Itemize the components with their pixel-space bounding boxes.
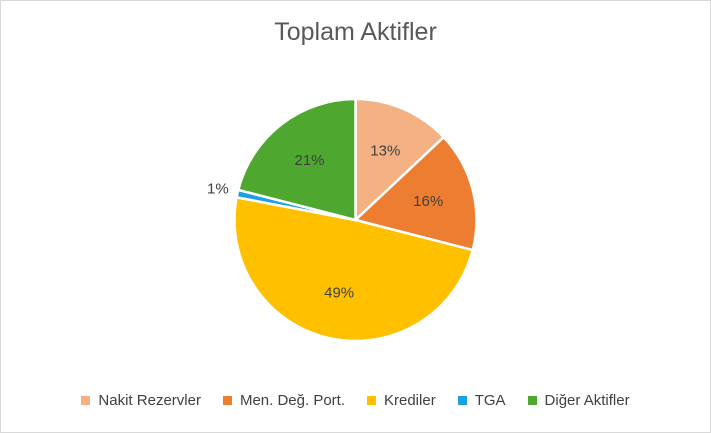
legend-swatch-krediler <box>367 396 376 405</box>
data-label-tga: 1% <box>207 181 229 198</box>
legend-item-tga: TGA <box>457 392 506 409</box>
pie-slice-krediler <box>233 196 474 343</box>
legend-item-diger-aktifler: Diğer Aktifler <box>527 392 630 409</box>
legend-item-nakit-rezervler: Nakit Rezervler <box>81 392 201 409</box>
legend-label-nakit-rezervler: Nakit Rezervler <box>98 392 201 409</box>
pie-slice-men-deg-port <box>354 135 478 252</box>
pie-slice-nakit-rezervler <box>354 97 445 222</box>
legend: Nakit Rezervler Men. Değ. Port. Krediler… <box>0 392 711 409</box>
data-label-diger-aktifler: 21% <box>295 152 325 169</box>
chart-title: Toplam Aktifler <box>274 18 437 46</box>
legend-label-men-deg-port: Men. Değ. Port. <box>239 392 345 409</box>
legend-swatch-nakit-rezervler <box>81 396 91 405</box>
legend-swatch-men-deg-port <box>222 396 232 405</box>
legend-item-krediler: Krediler <box>367 392 436 409</box>
data-label-men-deg-port: 16% <box>413 193 443 210</box>
data-label-nakit-rezervler: 13% <box>370 143 400 160</box>
legend-swatch-tga <box>457 396 467 405</box>
legend-label-krediler: Krediler <box>384 392 436 409</box>
pie-slice-diger-aktifler <box>237 97 357 222</box>
legend-label-diger-aktifler: Diğer Aktifler <box>544 392 630 409</box>
legend-label-tga: TGA <box>474 392 506 409</box>
legend-swatch-diger-aktifler <box>527 396 537 405</box>
legend-item-men-deg-port: Men. Değ. Port. <box>222 392 345 409</box>
data-label-krediler: 49% <box>324 285 354 302</box>
